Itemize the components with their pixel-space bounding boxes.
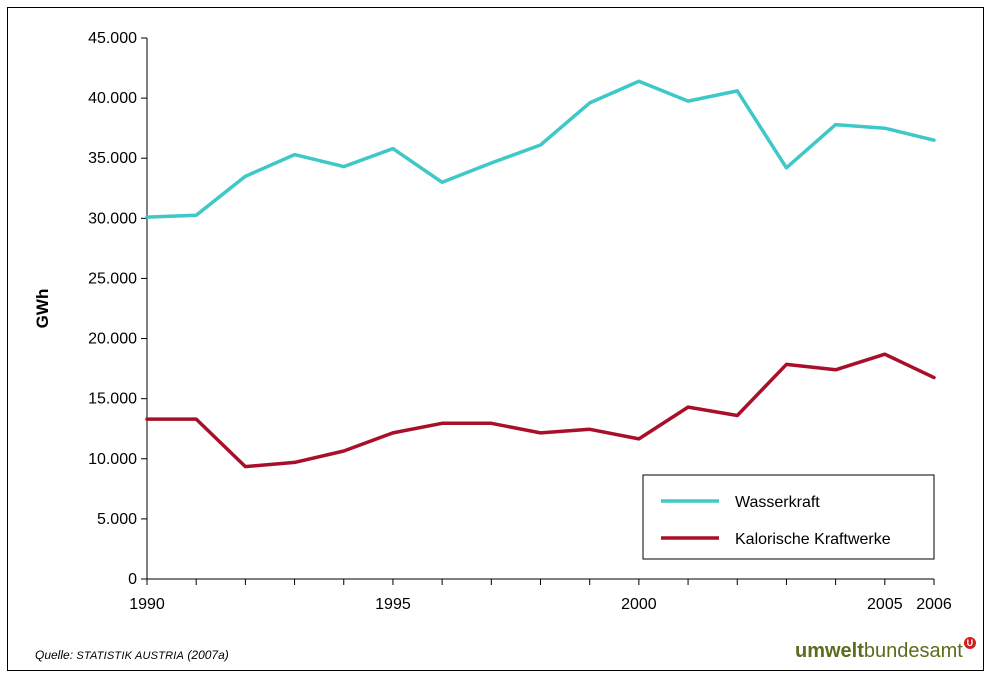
source-org: STATISTIK AUSTRIA bbox=[76, 650, 185, 662]
legend-label-1: Wasserkraft bbox=[735, 494, 820, 511]
x-tick-label: 1990 bbox=[129, 596, 165, 613]
x-tick-label: 2005 bbox=[867, 596, 903, 613]
y-axis-label: GWh bbox=[33, 289, 52, 329]
legend-label-2: Kalorische Kraftwerke bbox=[735, 531, 891, 548]
y-tick-label: 20.000 bbox=[88, 331, 137, 348]
umweltbundesamt-logo: umweltbundesamt U bbox=[795, 637, 976, 663]
series-line-1 bbox=[145, 79, 936, 219]
x-tick-label: 2006 bbox=[916, 596, 952, 613]
y-tick-label: 40.000 bbox=[88, 90, 137, 107]
series-lines bbox=[145, 79, 936, 469]
legend: Wasserkraft Kalorische Kraftwerke bbox=[642, 474, 935, 560]
y-tick-label: 25.000 bbox=[88, 270, 137, 287]
ticks: 0 5.000 10.000 15.000 20.000 25.000 30.000 35.0… bbox=[88, 30, 952, 613]
logo-mark-icon: U bbox=[963, 637, 976, 649]
y-tick-label: 10.000 bbox=[88, 451, 137, 468]
source-prefix: Quelle: bbox=[35, 648, 77, 662]
y-tick-label: 0 bbox=[128, 571, 137, 588]
series-line-2 bbox=[145, 352, 936, 469]
y-tick-label: 15.000 bbox=[88, 391, 137, 408]
y-tick-label: 45.000 bbox=[88, 30, 137, 47]
y-tick-label: 35.000 bbox=[88, 150, 137, 167]
legend-box bbox=[642, 474, 935, 560]
x-tick-label: 1995 bbox=[375, 596, 411, 613]
x-tick-label: 2000 bbox=[621, 596, 657, 613]
source-suffix: (2007a) bbox=[184, 648, 229, 662]
logo-bold-text: umwelt bbox=[795, 640, 864, 662]
source-note: Quelle: STATISTIK AUSTRIA (2007a) bbox=[35, 648, 229, 662]
logo-regular-text: bundesamt bbox=[863, 640, 963, 662]
chart-frame bbox=[7, 7, 984, 671]
y-tick-label: 5.000 bbox=[97, 511, 137, 528]
y-tick-label: 30.000 bbox=[88, 210, 137, 227]
